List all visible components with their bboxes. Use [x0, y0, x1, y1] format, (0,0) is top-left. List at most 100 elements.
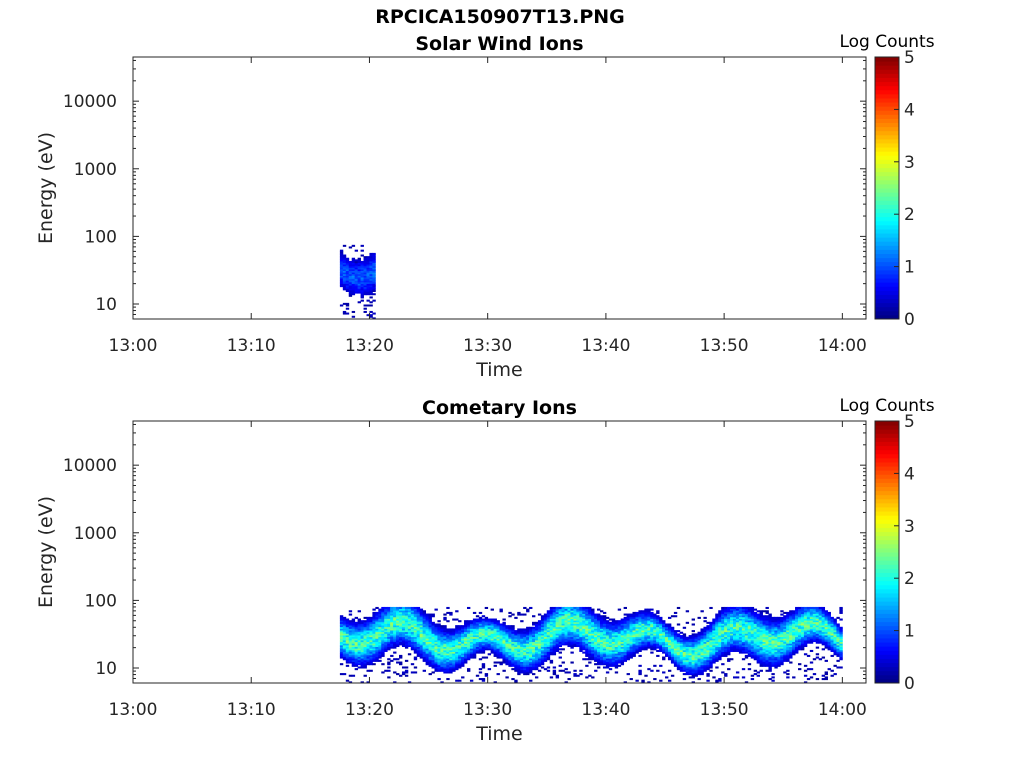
data-cell — [375, 613, 379, 616]
data-cell — [360, 244, 364, 247]
data-cell — [543, 618, 548, 621]
data-cell — [369, 262, 373, 265]
data-cell — [709, 648, 713, 651]
data-cell — [428, 623, 432, 626]
data-cell — [366, 621, 370, 624]
data-cell — [614, 649, 619, 652]
data-cell — [650, 620, 654, 623]
data-cell — [759, 626, 763, 629]
data-cell — [718, 654, 722, 657]
data-cell — [514, 638, 518, 641]
data-cell — [375, 651, 379, 654]
data-cell — [443, 638, 447, 641]
data-cell — [351, 264, 356, 267]
data-cell — [481, 666, 486, 669]
data-cell — [490, 631, 494, 634]
data-cell — [360, 656, 364, 659]
data-cell — [795, 633, 799, 636]
data-cell — [579, 613, 583, 616]
data-cell — [718, 631, 722, 634]
data-cell — [676, 646, 681, 649]
data-cell — [682, 651, 687, 654]
data-cell — [733, 606, 737, 609]
data-cell — [599, 656, 604, 659]
data-cell — [558, 643, 562, 646]
data-cell — [585, 648, 589, 651]
data-cell — [789, 648, 793, 651]
data-cell — [665, 623, 669, 626]
data-cell — [735, 631, 740, 634]
data-cell — [452, 636, 456, 639]
data-cell — [588, 608, 592, 611]
data-cell — [747, 649, 752, 652]
colorbar-segment — [875, 212, 899, 218]
colorbar-segment — [875, 73, 899, 78]
data-cell — [608, 640, 613, 643]
data-cell — [461, 646, 465, 649]
data-cell — [410, 616, 415, 619]
data-cell — [765, 625, 769, 628]
data-cell — [694, 659, 698, 662]
data-cell — [348, 285, 353, 288]
data-cell — [602, 626, 607, 629]
data-cell — [523, 606, 527, 609]
data-cell — [570, 610, 574, 613]
data-cell — [579, 669, 583, 672]
data-cell — [345, 641, 350, 644]
data-cell — [428, 628, 432, 631]
data-cell — [597, 623, 601, 626]
data-cell — [594, 615, 598, 618]
data-cell — [446, 651, 450, 654]
data-cell — [345, 272, 350, 275]
data-cell — [591, 613, 595, 616]
data-cell — [345, 653, 350, 656]
data-cell — [579, 638, 583, 641]
data-cell — [543, 626, 548, 629]
data-cell — [591, 654, 595, 657]
data-cell — [703, 626, 707, 629]
data-cell — [694, 654, 698, 657]
data-cell — [673, 646, 678, 649]
data-cell — [730, 613, 734, 616]
data-cell — [688, 635, 693, 638]
data-cell — [712, 635, 716, 638]
data-cell — [369, 267, 373, 270]
data-cell — [638, 638, 642, 641]
data-cell — [665, 631, 669, 634]
colorbar-segment — [875, 237, 899, 242]
x-tick-label: 13:20 — [345, 336, 394, 356]
data-cell — [434, 663, 438, 666]
data-cell — [738, 618, 743, 621]
data-cell — [478, 611, 483, 614]
data-cell — [688, 671, 693, 674]
data-cell — [653, 635, 657, 638]
data-cell — [543, 621, 548, 624]
data-cell — [798, 626, 802, 629]
data-cell — [407, 620, 412, 623]
data-cell — [774, 648, 778, 651]
data-cell — [768, 646, 772, 649]
data-cell — [570, 646, 574, 649]
data-cell — [685, 653, 690, 656]
data-cell — [765, 611, 769, 614]
data-cell — [428, 648, 432, 651]
data-cell — [351, 273, 356, 276]
data-cell — [614, 638, 619, 641]
data-cell — [431, 640, 435, 643]
data-cell — [446, 606, 450, 609]
data-cell — [789, 651, 793, 654]
data-cell — [617, 646, 622, 649]
data-cell — [650, 631, 654, 634]
data-cell — [499, 648, 503, 651]
data-cell — [393, 621, 397, 624]
data-cell — [511, 628, 515, 631]
data-cell — [363, 653, 367, 656]
data-cell — [543, 620, 548, 623]
data-cell — [774, 653, 778, 656]
data-cell — [727, 623, 731, 626]
data-cell — [369, 646, 373, 649]
data-cell — [520, 671, 524, 674]
data-cell — [464, 623, 468, 626]
data-cell — [458, 651, 462, 654]
data-cell — [543, 656, 548, 659]
